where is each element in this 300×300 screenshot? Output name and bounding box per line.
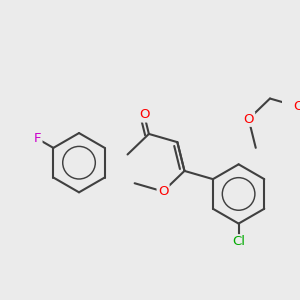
Text: O: O	[158, 185, 168, 198]
Text: F: F	[34, 132, 41, 145]
Text: O: O	[139, 108, 149, 121]
Text: Cl: Cl	[232, 236, 245, 248]
Text: O: O	[243, 112, 254, 126]
Text: O: O	[293, 100, 300, 113]
